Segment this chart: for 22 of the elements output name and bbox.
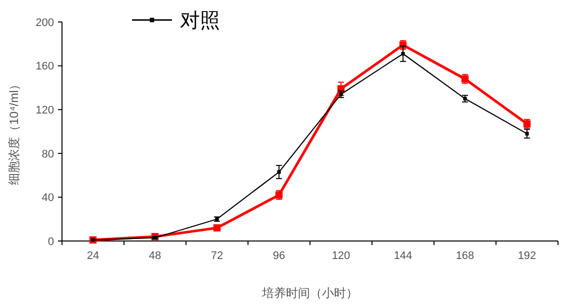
x-tick-label: 144 xyxy=(394,250,412,262)
y-tick-label: 160 xyxy=(36,60,54,73)
y-axis-title: 细胞浓度（10⁴/ml） xyxy=(7,78,21,185)
x-axis-title: 培养时间（小时） xyxy=(261,286,358,300)
x-tick-label: 192 xyxy=(518,250,536,262)
point xyxy=(523,120,531,128)
point xyxy=(213,224,221,232)
x-tick-label: 168 xyxy=(456,250,474,262)
point xyxy=(277,170,281,174)
point xyxy=(401,52,405,56)
point xyxy=(525,132,529,136)
y-tick-label: 80 xyxy=(42,148,54,160)
y-tick-label: 200 xyxy=(36,16,54,29)
legend-label: 对照 xyxy=(180,10,220,32)
x-tick-label: 120 xyxy=(332,250,350,262)
y-tick-label: 0 xyxy=(48,236,54,248)
x-tick-label: 48 xyxy=(148,250,162,262)
x-tick-label: 96 xyxy=(272,250,286,262)
y-tick-label: 120 xyxy=(36,104,54,116)
y-tick-label: 40 xyxy=(42,192,54,204)
x-tick-label: 24 xyxy=(86,250,100,262)
x-tick-label: 72 xyxy=(210,250,224,262)
